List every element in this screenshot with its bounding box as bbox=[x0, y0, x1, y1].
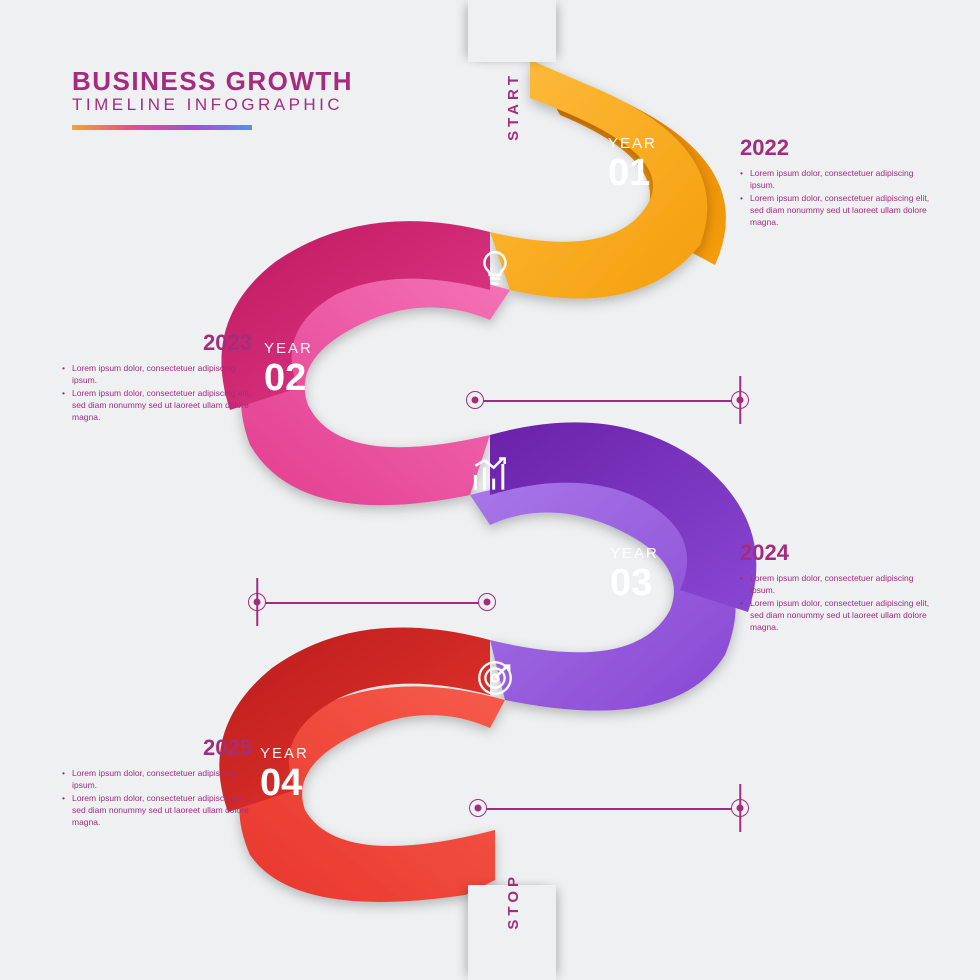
year-num: 03 bbox=[610, 564, 659, 602]
connector-dot: .dot::after{background:#a32d7c;} bbox=[466, 391, 484, 409]
year-label: YEAR bbox=[260, 745, 309, 762]
bullet-item: Lorem ipsum dolor, consectetuer adipisci… bbox=[740, 572, 930, 597]
year-label: YEAR bbox=[608, 135, 657, 152]
bullet-item: Lorem ipsum dolor, consectetuer adipisci… bbox=[740, 597, 930, 634]
year-heading: 2024 bbox=[740, 540, 930, 566]
year-label: YEAR bbox=[264, 340, 313, 357]
year-label: YEAR bbox=[610, 545, 659, 562]
year-heading: 2025 bbox=[62, 735, 252, 761]
connector-tick bbox=[256, 578, 258, 626]
bullet-item: Lorem ipsum dolor, consectetuer adipisci… bbox=[62, 387, 252, 424]
ribbon-label-1: YEAR 01 bbox=[608, 135, 657, 192]
text-block-3: 2024 Lorem ipsum dolor, consectetuer adi… bbox=[740, 540, 930, 634]
bullet-item: Lorem ipsum dolor, consectetuer adipisci… bbox=[62, 767, 252, 792]
stop-label: STOP bbox=[505, 873, 522, 930]
connector-dot bbox=[469, 799, 487, 817]
chart-icon bbox=[468, 453, 512, 497]
connector-4 bbox=[478, 808, 740, 810]
year-heading: 2023 bbox=[62, 330, 252, 356]
bullet-item: Lorem ipsum dolor, consectetuer adipisci… bbox=[62, 792, 252, 829]
lightbulb-icon bbox=[474, 247, 516, 289]
year-num: 02 bbox=[264, 359, 313, 397]
bullet-list: Lorem ipsum dolor, consectetuer adipisci… bbox=[740, 572, 930, 634]
connector-3 bbox=[257, 602, 487, 604]
bullet-list: Lorem ipsum dolor, consectetuer adipisci… bbox=[62, 362, 252, 424]
ribbon-label-4: YEAR 04 bbox=[260, 745, 309, 802]
year-heading: 2022 bbox=[740, 135, 930, 161]
text-block-2: 2023 Lorem ipsum dolor, consectetuer adi… bbox=[62, 330, 252, 424]
year-num: 04 bbox=[260, 764, 309, 802]
connector-tick bbox=[739, 784, 741, 832]
target-icon bbox=[474, 657, 516, 699]
ribbon-label-2: YEAR 02 bbox=[264, 340, 313, 397]
bullet-item: Lorem ipsum dolor, consectetuer adipisci… bbox=[740, 167, 930, 192]
text-block-1: 2022 Lorem ipsum dolor, consectetuer adi… bbox=[740, 135, 930, 229]
bullet-list: Lorem ipsum dolor, consectetuer adipisci… bbox=[740, 167, 930, 229]
connector-tick bbox=[739, 376, 741, 424]
bullet-list: Lorem ipsum dolor, consectetuer adipisci… bbox=[62, 767, 252, 829]
connector-dot bbox=[478, 593, 496, 611]
bullet-item: Lorem ipsum dolor, consectetuer adipisci… bbox=[62, 362, 252, 387]
bullet-item: Lorem ipsum dolor, consectetuer adipisci… bbox=[740, 192, 930, 229]
ribbon-label-3: YEAR 03 bbox=[610, 545, 659, 602]
connector-2 bbox=[475, 400, 740, 402]
year-num: 01 bbox=[608, 154, 657, 192]
top-slit bbox=[468, 0, 556, 62]
text-block-4: 2025 Lorem ipsum dolor, consectetuer adi… bbox=[62, 735, 252, 829]
